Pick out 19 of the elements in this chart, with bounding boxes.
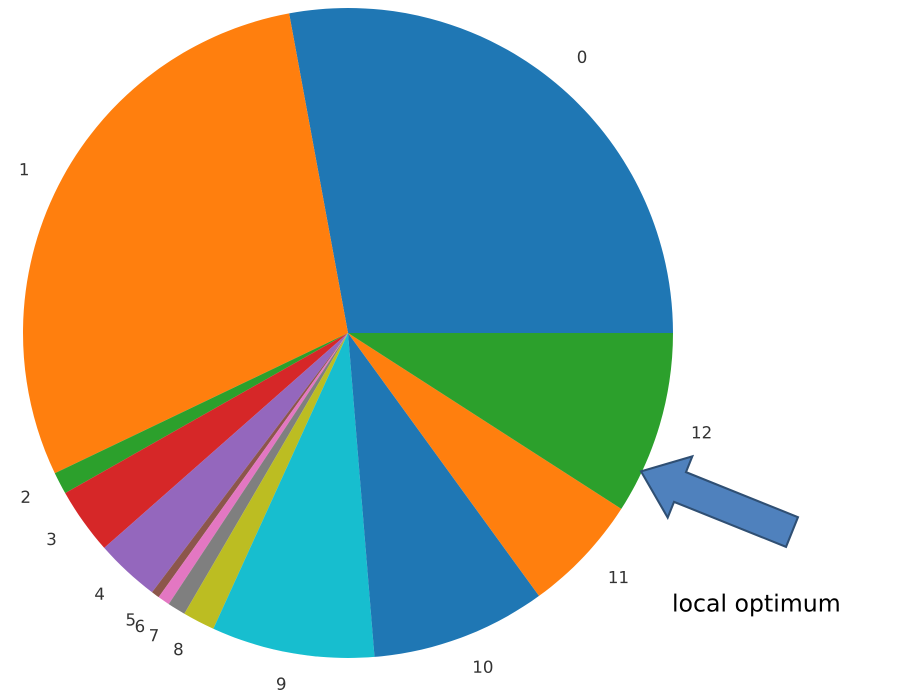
pie-slice	[213, 333, 375, 658]
slice-label: 9	[276, 677, 286, 690]
slice-label: 11	[610, 570, 628, 584]
slice-label: 8	[174, 642, 183, 656]
slice-label: 10	[474, 660, 492, 674]
slice-label: 5	[126, 613, 135, 626]
pie-slice	[104, 333, 348, 592]
pie-slice	[54, 333, 348, 494]
slice-label: 0	[578, 50, 586, 64]
pie-slice	[65, 333, 348, 548]
slice-label: 6	[136, 620, 144, 632]
pie-slice	[348, 333, 673, 509]
slice-label: 2	[22, 490, 30, 503]
text: local optimum	[674, 594, 839, 616]
slice-label: 1	[20, 163, 28, 176]
slice-label: 12	[692, 426, 711, 438]
slice-label: 7	[150, 629, 158, 642]
slice-label: 3	[47, 532, 56, 546]
slice-label: 4	[95, 588, 104, 600]
